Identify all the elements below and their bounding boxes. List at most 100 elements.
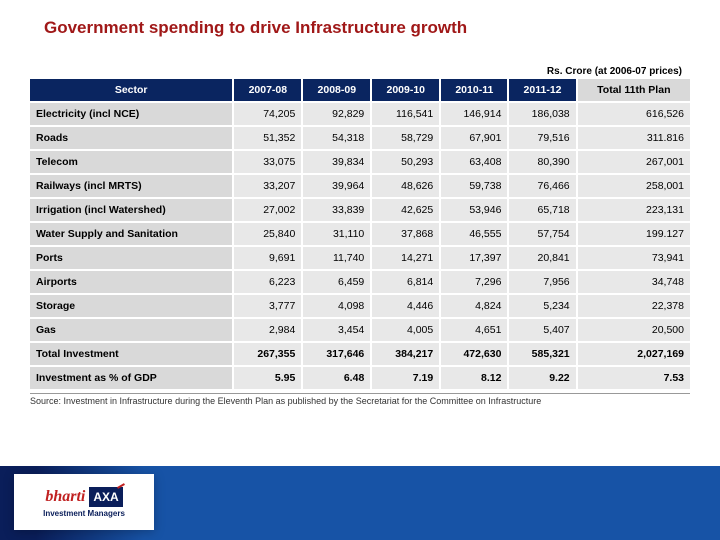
row-label: Irrigation (incl Watershed) (30, 198, 233, 222)
spending-table: Sector2007-082008-092009-102010-112011-1… (30, 79, 690, 391)
row-value: 65,718 (508, 198, 576, 222)
row-label: Investment as % of GDP (30, 366, 233, 390)
col-header: 2008-09 (302, 79, 371, 102)
row-label: Storage (30, 294, 233, 318)
row-value: 7,296 (440, 270, 508, 294)
row-value: 6.48 (302, 366, 371, 390)
row-value: 8.12 (440, 366, 508, 390)
row-label: Telecom (30, 150, 233, 174)
row-value: 4,005 (371, 318, 440, 342)
row-value: 6,814 (371, 270, 440, 294)
row-label: Electricity (incl NCE) (30, 102, 233, 126)
row-value: 5.95 (233, 366, 302, 390)
row-value: 57,754 (508, 222, 576, 246)
row-value: 2,027,169 (577, 342, 690, 366)
row-value: 9.22 (508, 366, 576, 390)
col-header: Sector (30, 79, 233, 102)
row-value: 311.816 (577, 126, 690, 150)
row-value: 27,002 (233, 198, 302, 222)
page-title: Government spending to drive Infrastruct… (0, 0, 720, 38)
row-value: 51,352 (233, 126, 302, 150)
table-body: Electricity (incl NCE)74,20592,829116,54… (30, 102, 690, 390)
row-value: 199.127 (577, 222, 690, 246)
row-label: Water Supply and Sanitation (30, 222, 233, 246)
col-header: 2010-11 (440, 79, 508, 102)
row-value: 3,454 (302, 318, 371, 342)
table-row: Railways (incl MRTS)33,20739,96448,62659… (30, 174, 690, 198)
logo-brand2: AXA (89, 487, 122, 507)
row-value: 34,748 (577, 270, 690, 294)
spending-table-wrap: Sector2007-082008-092009-102010-112011-1… (30, 79, 690, 391)
col-header: Total 11th Plan (577, 79, 690, 102)
row-value: 5,234 (508, 294, 576, 318)
table-row: Roads51,35254,31858,72967,90179,516311.8… (30, 126, 690, 150)
row-value: 53,946 (440, 198, 508, 222)
row-value: 11,740 (302, 246, 371, 270)
row-value: 59,738 (440, 174, 508, 198)
table-row: Water Supply and Sanitation25,84031,1103… (30, 222, 690, 246)
row-value: 3,777 (233, 294, 302, 318)
row-value: 317,646 (302, 342, 371, 366)
row-value: 17,397 (440, 246, 508, 270)
table-row: Airports6,2236,4596,8147,2967,95634,748 (30, 270, 690, 294)
row-value: 50,293 (371, 150, 440, 174)
row-value: 267,355 (233, 342, 302, 366)
table-row: Irrigation (incl Watershed)27,00233,8394… (30, 198, 690, 222)
row-value: 33,075 (233, 150, 302, 174)
row-value: 267,001 (577, 150, 690, 174)
row-value: 31,110 (302, 222, 371, 246)
row-label: Ports (30, 246, 233, 270)
table-row: Storage3,7774,0984,4464,8245,23422,378 (30, 294, 690, 318)
row-value: 472,630 (440, 342, 508, 366)
unit-note: Rs. Crore (at 2006-07 prices) (0, 38, 720, 79)
row-value: 92,829 (302, 102, 371, 126)
row-value: 2,984 (233, 318, 302, 342)
col-header: 2011-12 (508, 79, 576, 102)
row-value: 37,868 (371, 222, 440, 246)
row-value: 39,964 (302, 174, 371, 198)
row-value: 9,691 (233, 246, 302, 270)
row-value: 76,466 (508, 174, 576, 198)
row-value: 6,223 (233, 270, 302, 294)
table-header-row: Sector2007-082008-092009-102010-112011-1… (30, 79, 690, 102)
row-value: 186,038 (508, 102, 576, 126)
table-row: Total Investment267,355317,646384,217472… (30, 342, 690, 366)
table-row: Telecom33,07539,83450,29363,40880,390267… (30, 150, 690, 174)
row-value: 116,541 (371, 102, 440, 126)
row-value: 67,901 (440, 126, 508, 150)
source-note: Source: Investment in Infrastructure dur… (30, 393, 690, 406)
table-row: Ports9,69111,74014,27117,39720,84173,941 (30, 246, 690, 270)
logo-subtitle: Investment Managers (43, 509, 125, 518)
table-row: Investment as % of GDP5.956.487.198.129.… (30, 366, 690, 390)
row-value: 146,914 (440, 102, 508, 126)
row-label: Roads (30, 126, 233, 150)
row-value: 384,217 (371, 342, 440, 366)
row-value: 4,824 (440, 294, 508, 318)
row-value: 258,001 (577, 174, 690, 198)
row-value: 58,729 (371, 126, 440, 150)
row-value: 4,651 (440, 318, 508, 342)
row-value: 33,839 (302, 198, 371, 222)
row-label: Railways (incl MRTS) (30, 174, 233, 198)
row-value: 46,555 (440, 222, 508, 246)
row-value: 22,378 (577, 294, 690, 318)
row-value: 585,321 (508, 342, 576, 366)
brand-logo: bharti AXA Investment Managers (14, 474, 154, 530)
row-value: 20,500 (577, 318, 690, 342)
col-header: 2009-10 (371, 79, 440, 102)
row-value: 20,841 (508, 246, 576, 270)
logo-brand1: bharti (45, 488, 85, 506)
row-value: 48,626 (371, 174, 440, 198)
row-value: 7,956 (508, 270, 576, 294)
row-label: Gas (30, 318, 233, 342)
row-value: 223,131 (577, 198, 690, 222)
col-header: 2007-08 (233, 79, 302, 102)
row-value: 25,840 (233, 222, 302, 246)
row-value: 74,205 (233, 102, 302, 126)
row-value: 80,390 (508, 150, 576, 174)
row-value: 14,271 (371, 246, 440, 270)
row-value: 4,446 (371, 294, 440, 318)
row-value: 54,318 (302, 126, 371, 150)
row-value: 7.53 (577, 366, 690, 390)
row-value: 39,834 (302, 150, 371, 174)
